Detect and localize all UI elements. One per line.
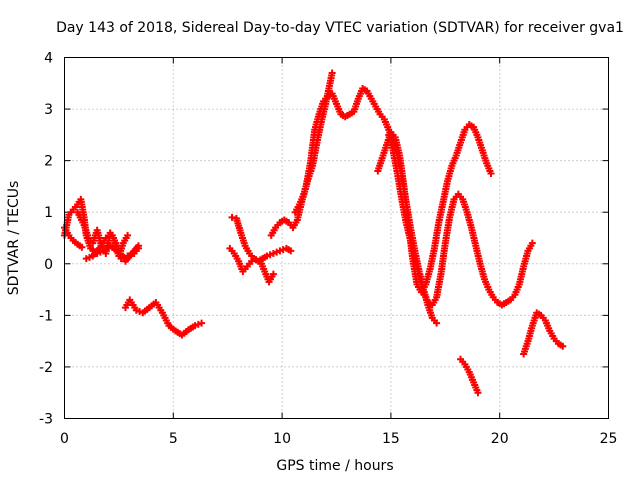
y-tick-label: -2	[39, 360, 53, 376]
data-point	[487, 170, 495, 178]
y-tick-label: 4	[44, 51, 53, 67]
x-tick-label: 0	[60, 431, 69, 447]
y-tick-label: 1	[44, 205, 53, 221]
data-points	[61, 69, 567, 397]
data-point	[124, 231, 132, 239]
x-tick-label: 25	[600, 431, 618, 447]
y-tick-label: 0	[44, 257, 53, 273]
y-tick-label: 2	[44, 154, 53, 170]
y-tick-label: -1	[39, 308, 53, 324]
data-series	[267, 84, 441, 327]
data-series	[457, 355, 482, 397]
data-point	[134, 242, 142, 250]
chart-title: Day 143 of 2018, Sidereal Day-to-day VTE…	[56, 20, 624, 36]
x-tick-label: 10	[273, 431, 291, 447]
data-point	[433, 319, 441, 327]
data-point	[287, 247, 295, 255]
x-tick-label: 20	[491, 431, 509, 447]
data-series	[226, 244, 277, 286]
y-axis-label: SDTVAR / TECUs	[6, 181, 22, 296]
y-tick-labels: -3 -2 -1 0 1 2 3 4	[39, 51, 53, 428]
x-tick-label: 15	[382, 431, 400, 447]
data-series	[520, 309, 567, 358]
data-point	[559, 342, 567, 350]
x-tick-label: 5	[169, 431, 178, 447]
x-axis-label: GPS time / hours	[276, 458, 393, 474]
data-point	[474, 389, 482, 397]
data-point	[228, 213, 236, 221]
y-tick-label: 3	[44, 102, 53, 118]
plot-frame	[64, 57, 609, 419]
x-tick-labels: 0 5 10 15 20 25	[60, 431, 617, 447]
data-point	[269, 270, 277, 278]
y-tick-label: -3	[39, 412, 53, 428]
data-series	[385, 131, 536, 309]
data-series	[121, 296, 206, 339]
data-point	[328, 69, 336, 77]
data-series	[228, 213, 295, 265]
data-series	[82, 231, 142, 265]
data-point	[198, 319, 206, 327]
data-point	[78, 243, 86, 251]
data-point	[528, 239, 536, 247]
data-series	[291, 69, 336, 216]
